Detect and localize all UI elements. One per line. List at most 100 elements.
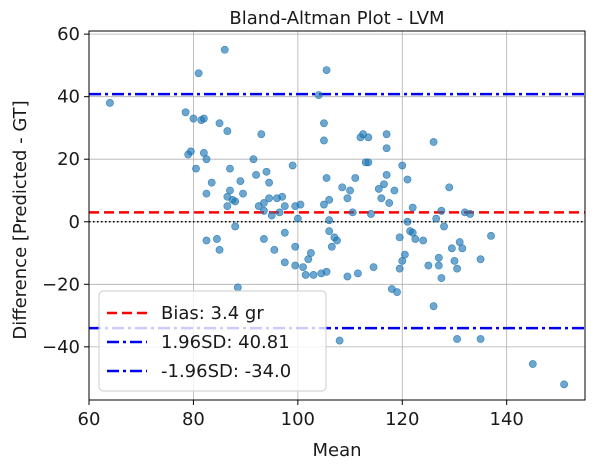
data-point <box>351 174 360 182</box>
y-tick-label: 0 <box>69 212 80 233</box>
data-point <box>346 186 354 195</box>
data-point <box>226 164 234 173</box>
data-point <box>419 236 428 245</box>
data-point <box>403 217 412 226</box>
data-point <box>291 261 300 270</box>
plot-frame <box>88 30 586 401</box>
data-point <box>325 216 334 225</box>
data-point <box>450 256 459 265</box>
data-point <box>466 210 475 218</box>
data-point <box>223 202 232 211</box>
data-point <box>369 263 378 271</box>
data-point <box>447 244 456 253</box>
y-tick-label: 40 <box>57 87 80 108</box>
y-tick-label: −20 <box>42 274 80 295</box>
data-point <box>270 245 279 254</box>
data-point <box>348 208 357 217</box>
data-point <box>411 235 420 243</box>
data-point <box>257 130 266 139</box>
legend-label: -1.96SD: -34.0 <box>161 361 291 382</box>
data-point <box>309 271 318 279</box>
data-point <box>377 194 386 203</box>
data-point <box>445 183 454 192</box>
data-point <box>260 206 268 215</box>
data-point <box>215 119 224 128</box>
chart-title: Bland-Altman Plot - LVM <box>229 8 444 29</box>
data-point <box>353 269 362 278</box>
data-point <box>408 203 417 212</box>
legend-label: 1.96SD: 40.81 <box>161 332 290 353</box>
data-point <box>306 249 315 257</box>
x-tick-label: 60 <box>78 409 101 430</box>
data-point <box>280 228 289 237</box>
data-point <box>291 242 300 251</box>
x-tick-label: 120 <box>385 409 419 430</box>
data-point <box>560 380 569 389</box>
data-point <box>322 174 331 182</box>
data-point <box>320 136 328 145</box>
data-point <box>194 69 203 78</box>
data-point <box>528 360 537 368</box>
y-tick-label: 20 <box>57 149 80 170</box>
data-point <box>280 258 289 267</box>
x-tick-label: 140 <box>490 409 524 430</box>
legend: Bias: 3.4 gr 1.96SD: 40.81 -1.96SD: -34.0 <box>98 290 327 392</box>
data-point <box>343 272 352 281</box>
data-point <box>390 186 399 195</box>
data-point <box>325 195 334 204</box>
data-point <box>364 158 373 167</box>
data-point <box>434 253 443 262</box>
data-point <box>424 261 433 270</box>
data-point <box>476 255 485 264</box>
data-point <box>398 256 407 265</box>
data-point <box>105 99 114 107</box>
data-point <box>293 214 302 223</box>
data-point <box>364 133 373 142</box>
data-point <box>395 264 404 273</box>
data-point <box>437 206 446 215</box>
data-point <box>239 189 247 198</box>
data-point <box>335 336 344 345</box>
data-point <box>374 185 383 193</box>
data-point <box>385 199 394 207</box>
y-tick-label: −40 <box>42 337 80 358</box>
data-point <box>189 114 198 123</box>
data-point <box>199 149 208 157</box>
data-point <box>202 236 211 245</box>
data-point <box>458 244 467 253</box>
data-point <box>301 271 310 279</box>
data-point <box>327 242 336 251</box>
data-point <box>249 155 258 164</box>
data-point <box>325 227 334 236</box>
data-point <box>476 335 485 343</box>
legend-label: Bias: 3.4 gr <box>161 303 264 324</box>
x-tick-label: 100 <box>281 409 315 430</box>
data-point <box>215 245 224 254</box>
data-point <box>393 288 401 297</box>
x-tick-label: 80 <box>182 409 205 430</box>
data-point <box>320 200 328 209</box>
data-point <box>380 180 388 189</box>
data-point <box>262 167 271 176</box>
data-point <box>231 222 240 231</box>
data-point <box>207 178 216 187</box>
data-point <box>434 261 443 270</box>
data-point <box>440 222 448 231</box>
data-point <box>367 210 375 218</box>
data-point <box>202 189 211 198</box>
data-point <box>314 91 323 100</box>
data-point <box>231 197 240 206</box>
scatter-points <box>105 45 569 389</box>
data-point <box>382 144 391 153</box>
data-point <box>403 175 412 184</box>
legend-box <box>98 290 327 392</box>
y-axis-title: Difference [Predicted - GT] <box>10 100 31 339</box>
data-point <box>181 108 190 117</box>
data-point <box>299 263 307 271</box>
data-point <box>278 192 287 201</box>
data-point <box>398 161 407 170</box>
data-point <box>395 233 404 242</box>
data-point <box>267 211 276 220</box>
y-axis-ticks: −40 −20 0 20 40 60 <box>42 24 89 358</box>
